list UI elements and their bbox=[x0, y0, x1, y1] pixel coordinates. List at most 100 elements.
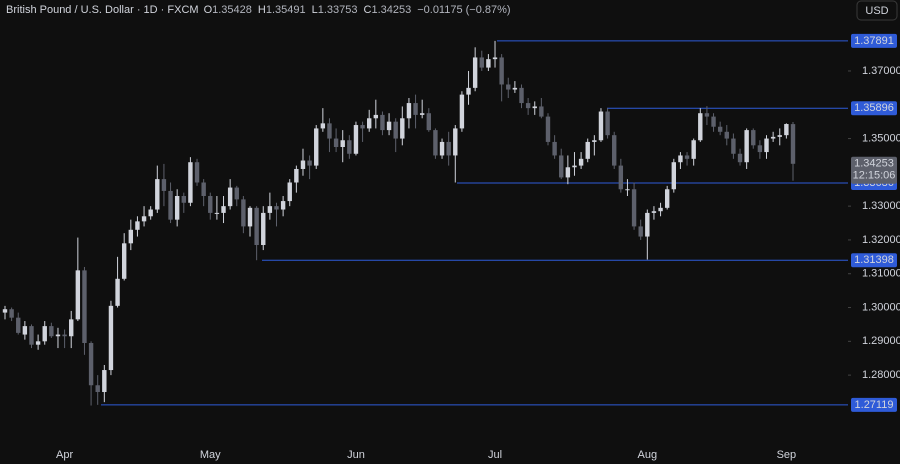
candle-body bbox=[208, 196, 213, 213]
candle-body bbox=[35, 341, 41, 345]
candle-body bbox=[254, 207, 259, 246]
candle-body bbox=[22, 326, 28, 335]
candle-body bbox=[572, 165, 577, 168]
candle-body bbox=[426, 113, 431, 131]
candle-body bbox=[645, 212, 650, 237]
candle-body bbox=[49, 326, 54, 337]
candle-body bbox=[731, 138, 736, 154]
level-label-box bbox=[851, 397, 897, 412]
candle-body bbox=[512, 87, 518, 90]
candle-body bbox=[121, 243, 127, 279]
candle-body bbox=[367, 118, 372, 129]
last-price-box bbox=[851, 156, 897, 184]
candle-body bbox=[479, 57, 484, 68]
candle-body bbox=[592, 140, 597, 142]
candle-body bbox=[373, 114, 379, 119]
ohlc-key: L bbox=[312, 4, 318, 16]
candle-body bbox=[684, 155, 690, 159]
candle-body bbox=[486, 59, 491, 68]
candle-body bbox=[227, 187, 233, 207]
candle-body bbox=[618, 165, 624, 190]
candle-body bbox=[578, 158, 584, 166]
candle-body bbox=[406, 103, 412, 119]
candle-body bbox=[234, 187, 239, 200]
candle-body bbox=[241, 199, 246, 227]
candle-body bbox=[181, 196, 186, 203]
countdown: 12:15:06 bbox=[853, 170, 896, 182]
candle-body bbox=[102, 370, 107, 393]
candle-body bbox=[598, 111, 604, 141]
y-tick-label: 1.31000 bbox=[862, 268, 900, 280]
candle-body bbox=[55, 334, 61, 337]
candle-body bbox=[307, 160, 312, 166]
y-tick-label: 1.37000 bbox=[862, 65, 900, 77]
y-tick-label: 1.32000 bbox=[862, 234, 900, 246]
candle-body bbox=[492, 57, 498, 60]
candle-body bbox=[413, 103, 418, 115]
ohlc-key: O bbox=[204, 4, 213, 16]
y-tick-label: 1.35000 bbox=[862, 132, 900, 144]
candle-body bbox=[128, 229, 134, 244]
candle-body bbox=[155, 179, 160, 210]
candle-body bbox=[737, 153, 743, 163]
candle-body bbox=[664, 189, 670, 208]
candle-body bbox=[287, 182, 292, 202]
candle-body bbox=[108, 305, 114, 371]
candle-body bbox=[333, 138, 339, 148]
candle-body bbox=[168, 190, 173, 220]
candle-body bbox=[446, 141, 451, 156]
candle-body bbox=[519, 87, 524, 104]
candle-body bbox=[585, 141, 590, 159]
level-label-box bbox=[851, 253, 897, 268]
x-tick-label: Aug bbox=[638, 449, 658, 461]
level-label-box bbox=[851, 33, 897, 48]
candle-body bbox=[347, 140, 352, 154]
currency-button[interactable] bbox=[856, 0, 898, 21]
currency[interactable]: USD bbox=[865, 5, 888, 17]
candle-body bbox=[717, 126, 723, 132]
candle-body bbox=[552, 141, 557, 156]
candle-body bbox=[386, 121, 392, 131]
candle-body bbox=[360, 125, 365, 129]
candle-body bbox=[757, 145, 763, 153]
candle-body bbox=[135, 221, 140, 230]
candle-body bbox=[194, 162, 200, 183]
candle-body bbox=[2, 309, 8, 313]
x-tick-label: Apr bbox=[56, 449, 73, 461]
candle-body bbox=[274, 206, 279, 210]
candle-body bbox=[545, 116, 551, 142]
candle-body bbox=[539, 106, 544, 117]
candle-body bbox=[751, 130, 756, 146]
candle-body bbox=[82, 270, 87, 344]
candle-body bbox=[188, 162, 193, 203]
candle-body bbox=[777, 135, 782, 137]
candle-body bbox=[532, 106, 537, 109]
level-label: 1.37891 bbox=[854, 35, 894, 47]
candle-body bbox=[724, 131, 729, 139]
candle-body bbox=[625, 189, 630, 191]
ohlc-value: 1.35491 bbox=[266, 4, 306, 16]
candle-body bbox=[433, 130, 438, 156]
candle-body bbox=[267, 206, 273, 213]
candle-body bbox=[148, 209, 153, 217]
candle-body bbox=[69, 319, 74, 337]
candle-body bbox=[95, 385, 100, 393]
candle-body bbox=[559, 155, 564, 178]
candle-body bbox=[698, 113, 703, 141]
candle-body bbox=[678, 155, 683, 163]
candle-body bbox=[790, 124, 796, 164]
candle-body bbox=[16, 317, 21, 333]
candle-body bbox=[115, 278, 120, 306]
candle-body bbox=[439, 141, 445, 156]
header: British Pound / U.S. Dollar · 1D · FXCM O… bbox=[6, 4, 511, 16]
ohlc-value: 1.33753 bbox=[318, 4, 358, 16]
candle-body bbox=[327, 123, 332, 139]
x-tick-label: May bbox=[200, 449, 221, 461]
candle-body bbox=[141, 216, 147, 222]
change: −0.01175 (−0.87%) bbox=[417, 4, 510, 16]
candle-body bbox=[466, 87, 471, 95]
candle-body bbox=[29, 326, 34, 345]
y-tick-label: 1.33000 bbox=[862, 200, 900, 212]
candle-body bbox=[174, 196, 180, 220]
